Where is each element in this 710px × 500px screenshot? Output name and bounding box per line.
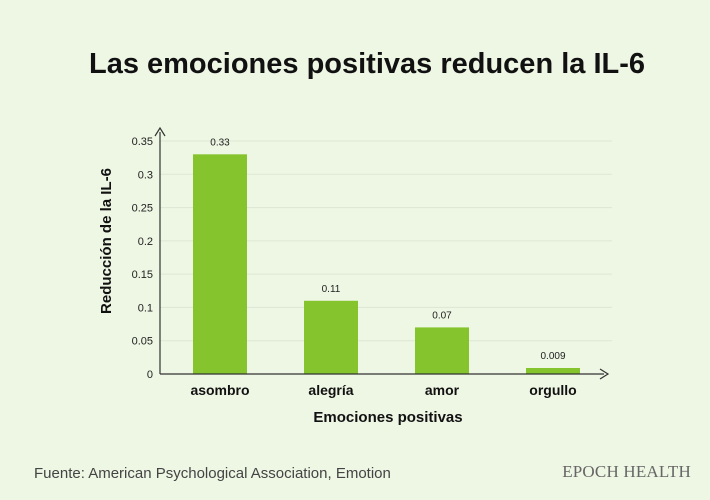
y-tick-label: 0.3 (138, 169, 153, 181)
y-tick-label: 0 (147, 369, 153, 381)
y-tick-labels: 0 0.05 0.1 0.15 0.2 0.25 0.3 0.35 (132, 136, 153, 381)
chart-title: Las emociones positivas reducen la IL-6 (88, 48, 646, 80)
bars (193, 154, 580, 374)
bar-asombro (193, 154, 247, 374)
x-tick-label: alegría (308, 382, 353, 398)
y-tick-label: 0.15 (132, 269, 153, 281)
bar-alegría (304, 300, 358, 374)
x-axis-label: Emociones positivas (313, 409, 462, 426)
bar-value-label: 0.009 (540, 351, 565, 362)
x-tick-label: asombro (190, 382, 249, 398)
source-note: Fuente: American Psychological Associati… (34, 465, 391, 482)
y-tick-label: 0.1 (138, 302, 153, 314)
bar-value-label: 0.11 (322, 284, 341, 295)
x-axis-arrow (599, 368, 610, 380)
axes (154, 126, 610, 380)
bar-value-label: 0.33 (210, 137, 230, 148)
bar-value-label: 0.07 (432, 310, 452, 321)
y-tick-label: 0.2 (138, 236, 153, 248)
y-axis-arrow (154, 126, 166, 137)
x-tick-label: orgullo (529, 382, 576, 398)
y-axis-label: Reducción de la IL-6 (98, 168, 115, 314)
y-tick-label: 0.35 (132, 136, 153, 148)
brand-logo: EPOCH HEALTH (562, 462, 691, 481)
y-tick-label: 0.05 (132, 336, 153, 348)
x-tick-label: amor (425, 382, 460, 398)
bar-orgullo (526, 368, 580, 374)
value-labels: 0.33 0.11 0.07 0.009 (210, 137, 566, 362)
x-tick-labels: asombro alegría amor orgullo (190, 382, 576, 398)
y-tick-label: 0.25 (132, 203, 153, 215)
bar-amor (415, 327, 469, 374)
